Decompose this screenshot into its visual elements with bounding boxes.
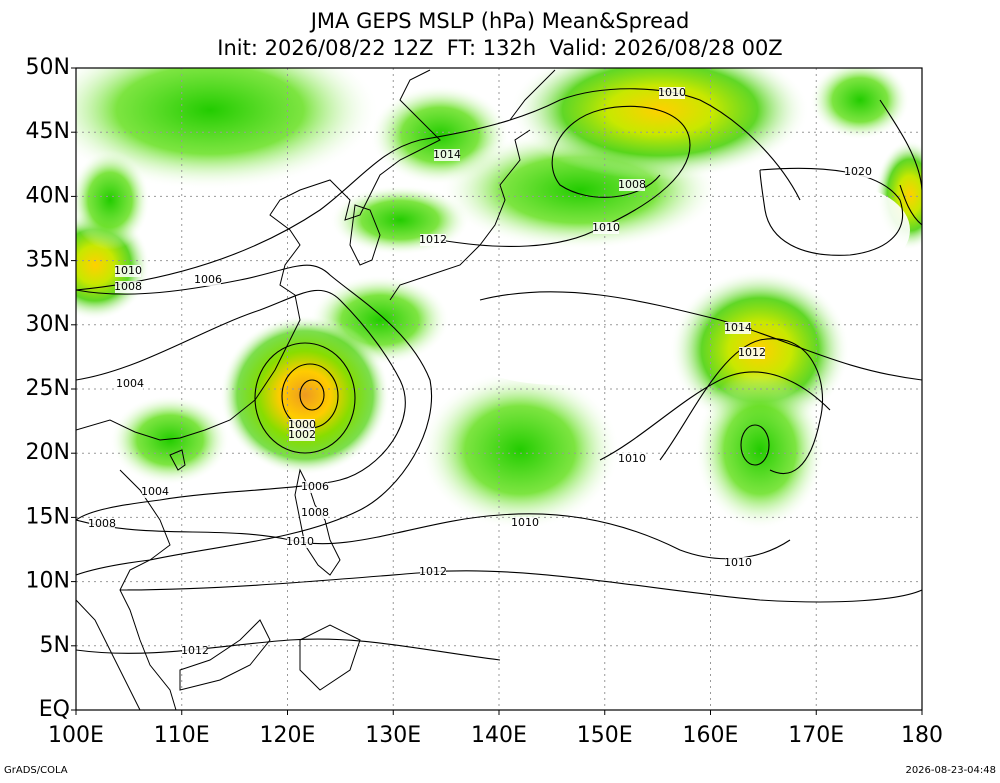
contour-label: 1010 [618,452,646,465]
isobars [76,88,922,661]
lon-label: 120E [260,723,316,748]
contour-label-bg [739,347,765,359]
contour-label-bg [117,378,143,390]
subtitle: Init: 2026/08/22 12Z FT: 132h Valid: 202… [217,36,782,60]
contour-label-bg [302,481,328,493]
contour-label-bg [593,222,619,234]
contour-label: 1008 [114,280,142,293]
contour-label-bg [725,322,751,334]
contour-label: 1012 [738,346,766,359]
contour-label-bg [115,265,141,277]
lat-label: 30N [26,312,70,337]
contour-label: 1002 [288,428,316,441]
contour-label: 1014 [433,148,461,161]
contour-label: 1012 [419,233,447,246]
contour-label: 1020 [844,165,872,178]
contour-label: 1006 [301,480,329,493]
spread-shading [76,68,922,530]
lat-label: 10N [26,569,70,594]
lon-label: 180 [901,723,943,748]
lat-label: EQ [39,697,70,722]
lon-label: 100E [48,723,104,748]
contour-label: 1008 [618,178,646,191]
lat-label: 20N [26,440,70,465]
lat-label: 45N [26,119,70,144]
contour-label-bg [182,645,208,657]
contour-label-bg [619,179,645,191]
contour-label-bg [725,557,751,569]
contour-label: 1004 [141,485,169,498]
lat-label: 40N [26,183,70,208]
coastlines [76,69,556,710]
contour-label-bg [420,234,446,246]
contour-label: 1010 [114,264,142,277]
contour-label-bg [142,486,168,498]
title: JMA GEPS MSLP (hPa) Mean&Spread [309,9,690,33]
lon-label: 110E [154,723,210,748]
lat-label: 15N [26,504,70,529]
contour-label-bg [619,453,645,465]
contour-label: 1008 [88,517,116,530]
contour-label: 1008 [301,506,329,519]
contour-label: 1012 [419,565,447,578]
lat-label: 5N [40,633,70,658]
contour-label: 1014 [724,321,752,334]
contour-label-bg [512,517,538,529]
contour-label: 1010 [511,516,539,529]
lat-label: 50N [26,55,70,80]
lon-label: 170E [788,723,844,748]
contour-label-bg [420,566,446,578]
lon-label: 140E [471,723,527,748]
footer-timestamp: 2026-08-23-04:48 [905,765,996,776]
lon-label: 130E [365,723,421,748]
contour-label-bg [89,518,115,530]
lon-label: 160E [683,723,739,748]
contour-label: 1010 [724,556,752,569]
contour-label: 1006 [194,273,222,286]
contour-label-bg [195,274,221,286]
contour-label-bg [289,429,315,441]
contour-label-bg [434,149,460,161]
contour-label-bg [115,281,141,293]
graticule [76,68,922,710]
contour-label: 1000 [288,418,316,431]
footer-credit: GrADS/COLA [4,765,68,776]
lat-label: 35N [26,248,70,273]
contour-label-bg [302,507,328,519]
contour-label-bg [845,166,871,178]
contour-label: 1012 [181,644,209,657]
contour-label: 1010 [286,535,314,548]
lon-label: 150E [577,723,633,748]
contour-label: 1010 [658,86,686,99]
contour-label: 1004 [116,377,144,390]
contour-label-bg [287,536,313,548]
lat-label: 25N [26,376,70,401]
contour-label-bg [289,419,315,431]
contour-label-bg [659,87,685,99]
contour-label: 1010 [592,221,620,234]
